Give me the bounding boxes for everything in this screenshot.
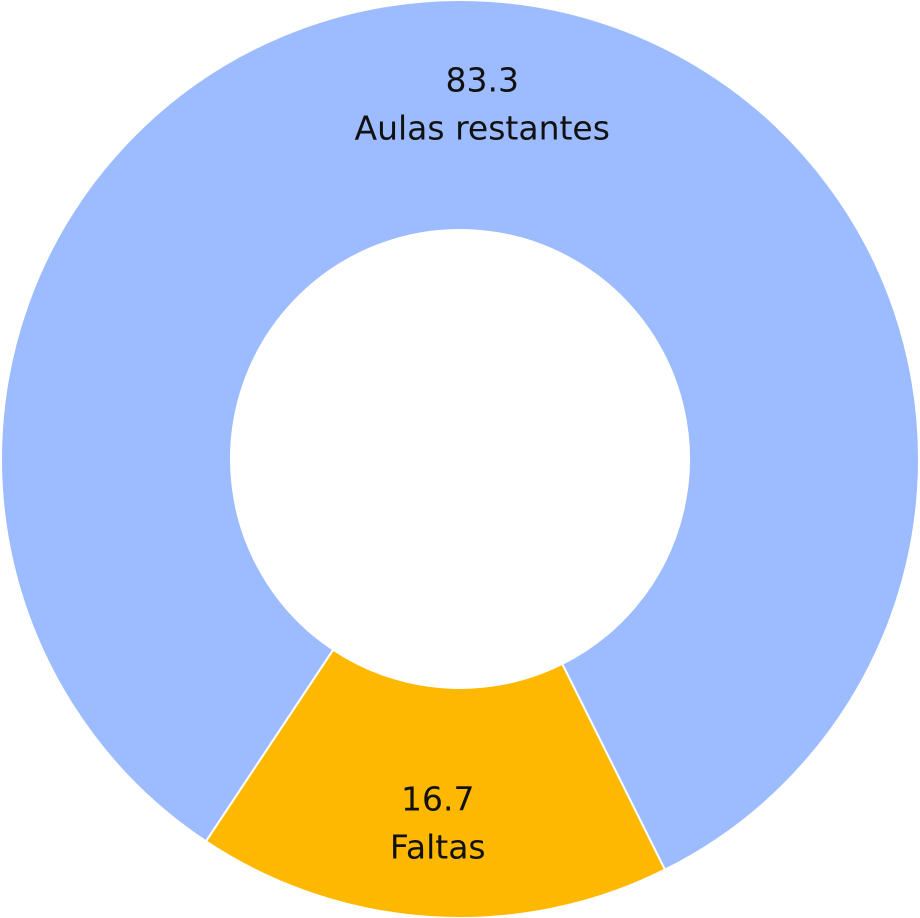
slice-aulas-restantes: [0, 0, 920, 872]
slice-category-label-faltas: Faltas: [390, 827, 486, 866]
slice-category-label-aulas-restantes: Aulas restantes: [355, 109, 610, 148]
slice-value-label-aulas-restantes: 83.3: [445, 61, 518, 100]
slice-value-label-faltas: 16.7: [401, 779, 474, 818]
slice-faltas: [204, 648, 667, 918]
labels-group: 83.3 Aulas restantes 16.7 Faltas: [355, 61, 610, 867]
